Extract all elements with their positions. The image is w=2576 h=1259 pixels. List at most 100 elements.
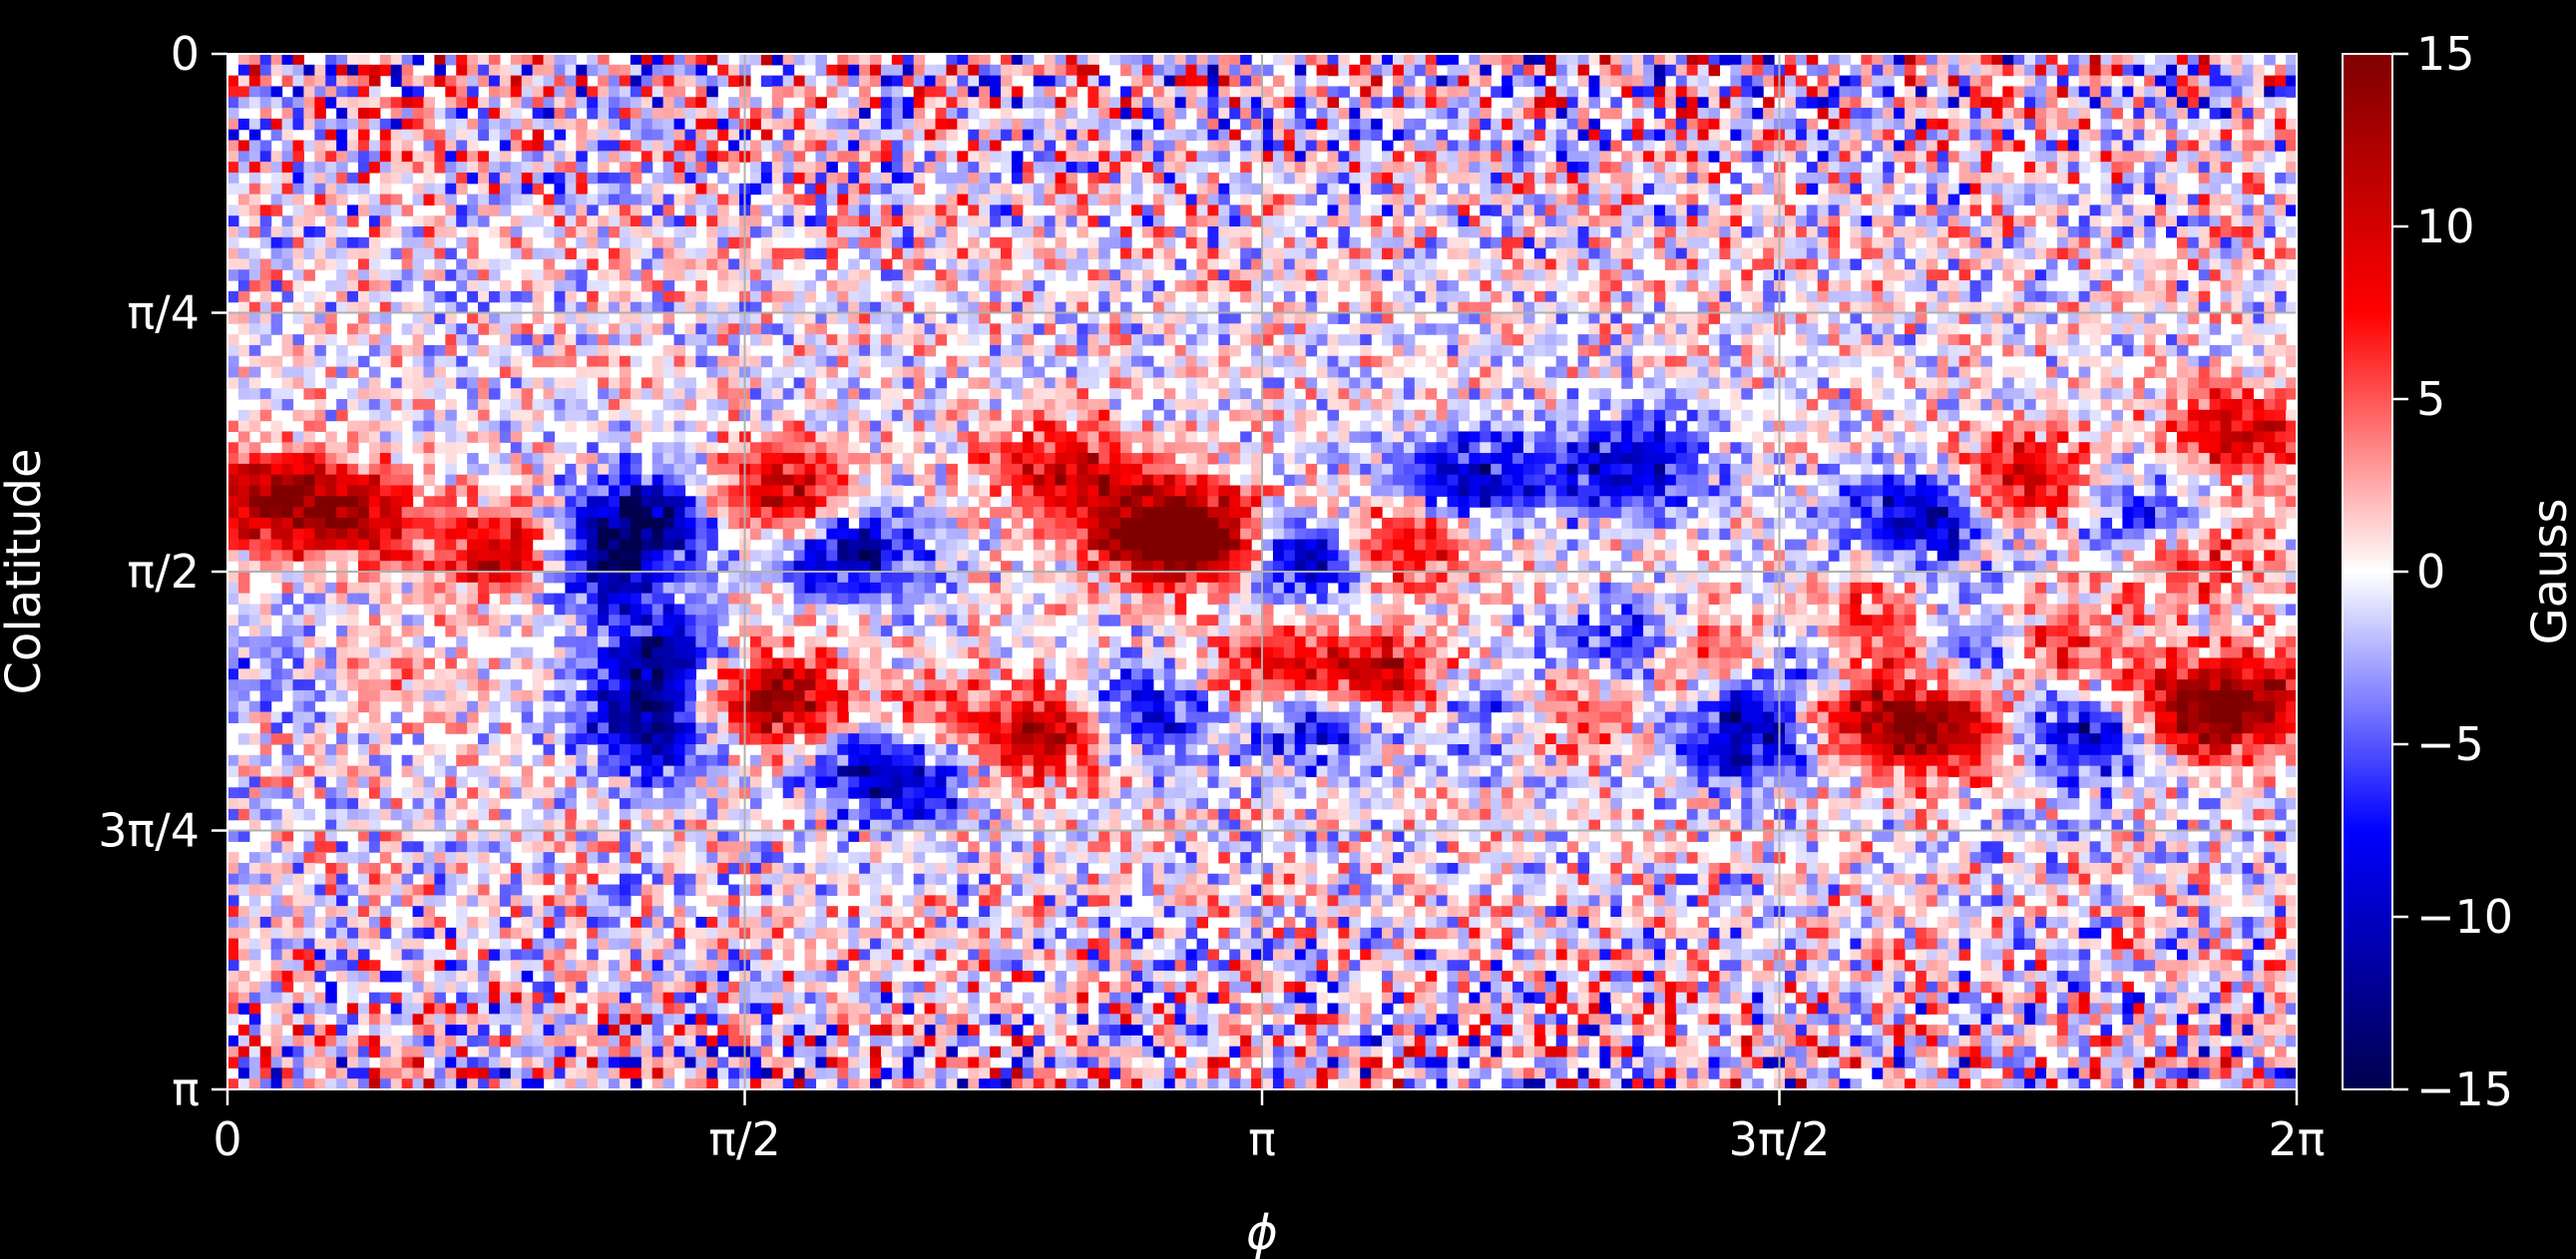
heatmap-cell [1936,194,1949,206]
heatmap-cell [2286,151,2297,163]
heatmap-cell [423,355,435,368]
heatmap-cell [1991,118,2003,131]
heatmap-cell [314,108,326,120]
heatmap-cell [1599,334,1611,346]
heatmap-cell [2264,226,2276,238]
heatmap-cell [347,366,359,378]
heatmap-cell [2002,269,2014,281]
heatmap-cell [728,162,740,174]
heatmap-cell [1087,162,1099,174]
heatmap-cell [2100,54,2113,66]
heatmap-cell [1621,344,1633,357]
heatmap-cell [1894,215,1906,227]
heatmap-cell [259,108,272,120]
heatmap-cell [270,312,283,324]
heatmap-cell [510,97,523,109]
heatmap-cell [1272,355,1285,368]
heatmap-cell [303,312,315,324]
heatmap-cell [1033,118,1046,131]
heatmap-cell [488,194,501,206]
heatmap-cell [728,409,740,422]
heatmap-cell [357,269,370,281]
heatmap-cell [1098,108,1110,120]
heatmap-cell [1098,290,1110,303]
heatmap-cell [357,312,370,324]
heatmap-cell [521,388,534,400]
heatmap-cell [1664,215,1677,227]
heatmap-cell [368,75,381,88]
heatmap-cell [1196,205,1209,216]
heatmap-cell [957,269,969,281]
heatmap-cell [1533,75,1546,88]
heatmap-cell [434,194,446,206]
heatmap-cell [303,355,315,368]
heatmap-cell [478,301,490,314]
heatmap-cell [1066,388,1078,400]
heatmap-cell [248,226,261,238]
heatmap-cell [859,290,871,303]
heatmap-cell [1163,64,1176,77]
heatmap-cell [2176,64,2189,77]
heatmap-cell [1512,194,1524,206]
heatmap-cell [1806,140,1819,152]
heatmap-cell [248,215,261,227]
heatmap-cell [1458,388,1470,400]
heatmap-cell [1566,301,1579,314]
heatmap-cell [2242,280,2254,292]
heatmap-cell [1936,366,1949,378]
heatmap-cell [1196,151,1209,163]
heatmap-cell [2253,399,2265,411]
heatmap-cell [1502,86,1513,98]
heatmap-cell [2035,236,2047,249]
heatmap-cell [1055,344,1068,357]
heatmap-cell [1371,226,1383,238]
heatmap-cell [1055,236,1068,249]
heatmap-cell [2067,226,2080,238]
heatmap-cell [336,86,348,98]
heatmap-cell [248,97,261,109]
heatmap-cell [1533,344,1546,357]
heatmap-cell [946,269,958,281]
heatmap-cell [303,183,315,196]
heatmap-cell [412,54,425,66]
heatmap-cell [1087,409,1099,422]
heatmap-cell [990,355,1002,368]
heatmap-cell [968,205,980,216]
heatmap-cell [826,399,838,411]
heatmap-cell [1621,290,1633,303]
heatmap-cell [619,194,632,206]
heatmap-cell [891,172,904,185]
heatmap-cell [1414,258,1427,270]
heatmap-cell [1599,162,1611,174]
heatmap-cell [227,312,239,324]
heatmap-cell [1141,75,1154,88]
heatmap-cell [1207,226,1219,238]
heatmap-cell [2187,118,2200,131]
heatmap-cell [1087,64,1099,77]
heatmap-cell [684,75,696,88]
heatmap-cell [1980,86,1992,98]
heatmap-cell [521,236,534,249]
heatmap-cell [1240,194,1252,206]
heatmap-cell [1207,205,1219,216]
heatmap-cell [990,334,1002,346]
heatmap-cell [793,118,806,131]
heatmap-cell [2231,97,2244,109]
heatmap-cell [368,162,381,174]
heatmap-cell [1936,54,1949,66]
heatmap-cell [565,334,577,346]
heatmap-cell [1392,323,1405,335]
heatmap-cell [423,108,435,120]
heatmap-cell [1294,118,1307,131]
heatmap-cell [1218,54,1230,66]
heatmap-cell [1566,366,1579,378]
heatmap-cell [1861,151,1873,163]
heatmap-cell [1872,301,1884,314]
heatmap-cell [662,290,675,303]
heatmap-cell [1229,97,1241,109]
heatmap-cell [576,183,588,196]
heatmap-cell [913,323,926,335]
heatmap-cell [259,388,272,400]
heatmap-cell [1305,151,1318,163]
heatmap-cell [587,344,599,357]
